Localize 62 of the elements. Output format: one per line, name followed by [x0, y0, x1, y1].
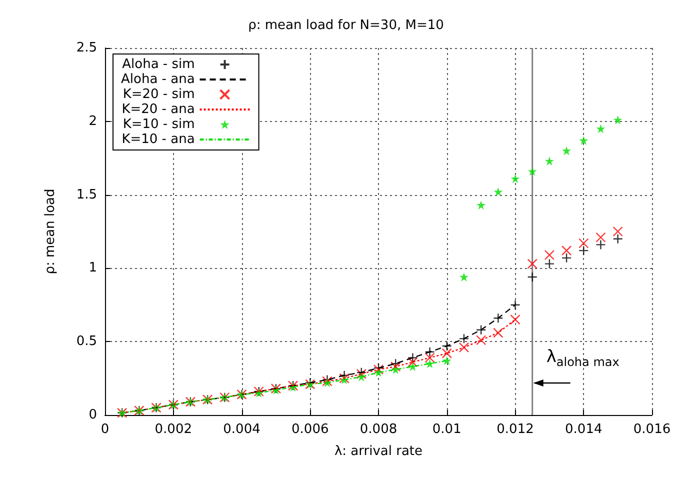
point [510, 300, 520, 310]
legend-label: K=20 - ana [122, 102, 195, 117]
point [527, 272, 538, 282]
x-tick-label: 0.016 [633, 422, 671, 437]
legend-label: K=20 - sim [122, 87, 195, 102]
point [510, 174, 520, 184]
point [561, 252, 572, 264]
point [544, 258, 555, 269]
x-axis-title: λ: arrival rate [334, 444, 423, 459]
y-axis-title: ρ: mean load [43, 188, 58, 274]
point [442, 340, 452, 352]
y-tick-label: 1.5 [76, 187, 97, 202]
x-tick-label: 0.01 [432, 422, 462, 437]
point [510, 314, 520, 325]
point [458, 334, 470, 344]
point [493, 313, 504, 324]
x-tick-label: 0.002 [154, 422, 192, 437]
point [408, 357, 418, 368]
point [544, 156, 554, 166]
y-tick-label: 0.5 [76, 334, 97, 350]
point [596, 240, 606, 250]
point [579, 136, 588, 145]
point [476, 200, 486, 210]
point [442, 356, 452, 366]
point [562, 146, 572, 156]
point [612, 234, 623, 244]
legend-label: Aloha - ana [120, 72, 195, 87]
point [494, 187, 503, 196]
point [458, 342, 470, 353]
x-tick-label: 0.014 [565, 422, 602, 437]
x-tick-label: 0 [100, 422, 110, 437]
legend-label: K=10 - ana [122, 132, 195, 147]
legend-label: K=10 - sim [122, 117, 195, 132]
x-tick-label: 0.012 [496, 422, 534, 437]
point [408, 352, 418, 363]
x-tick-label: 0.004 [223, 422, 260, 437]
point [578, 238, 589, 248]
point [390, 361, 401, 372]
point [578, 245, 589, 256]
point [596, 124, 606, 134]
point [613, 115, 622, 124]
chart-title: ρ: mean load for N=30, M=10 [248, 18, 444, 33]
point [476, 324, 486, 335]
point [424, 352, 435, 363]
x-tick-label: 0.008 [360, 422, 398, 437]
legend-label: Aloha - sim [122, 57, 195, 72]
point [459, 272, 468, 282]
point [493, 328, 504, 338]
point [612, 226, 623, 237]
y-tick-label: 2 [88, 114, 97, 129]
point [528, 166, 537, 176]
point [561, 245, 572, 256]
y-tick-label: 1 [88, 260, 97, 276]
point [442, 348, 452, 358]
y-tick-label: 0 [88, 408, 97, 422]
y-tick-label: 2.5 [76, 40, 97, 56]
point [527, 258, 538, 269]
point [476, 335, 486, 346]
x-tick-label: 0.006 [292, 422, 329, 437]
point [544, 250, 555, 260]
point [596, 232, 606, 242]
point [424, 346, 435, 357]
